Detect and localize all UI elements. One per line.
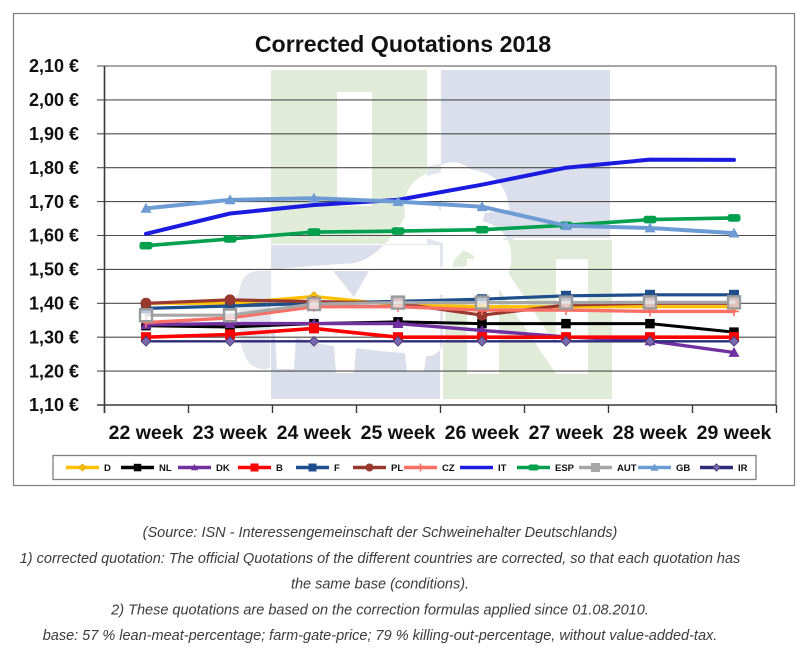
svg-text:AUT: AUT xyxy=(617,463,637,474)
svg-text:23 week: 23 week xyxy=(193,422,268,444)
svg-text:DK: DK xyxy=(216,463,230,474)
svg-text:1,70 €: 1,70 € xyxy=(29,192,79,212)
svg-text:1,40 €: 1,40 € xyxy=(29,294,79,314)
svg-text:28 week: 28 week xyxy=(613,422,688,444)
svg-text:22 week: 22 week xyxy=(109,422,184,444)
svg-text:2,00 €: 2,00 € xyxy=(29,90,79,110)
svg-text:F: F xyxy=(334,463,340,474)
svg-text:1,10 €: 1,10 € xyxy=(29,395,79,415)
svg-text:24 week: 24 week xyxy=(277,422,352,444)
svg-text:D: D xyxy=(104,463,111,474)
svg-text:1) corrected quotation: The of: 1) corrected quotation: The official Quo… xyxy=(20,551,741,567)
svg-text:1,80 €: 1,80 € xyxy=(29,158,79,178)
svg-text:IT: IT xyxy=(498,463,507,474)
svg-text:Corrected Quotations 2018: Corrected Quotations 2018 xyxy=(255,31,551,57)
svg-text:GB: GB xyxy=(676,463,690,474)
svg-text:(Source: ISN - Interessengemei: (Source: ISN - Interessengemeinschaft de… xyxy=(143,525,618,541)
svg-text:PL: PL xyxy=(391,463,403,474)
svg-text:ESP: ESP xyxy=(555,463,575,474)
svg-text:1,30 €: 1,30 € xyxy=(29,327,79,347)
svg-text:NL: NL xyxy=(159,463,172,474)
svg-text:2) These quotations are based: 2) These quotations are based on the cor… xyxy=(110,603,649,619)
svg-text:29 week: 29 week xyxy=(697,422,772,444)
svg-text:2,10 €: 2,10 € xyxy=(29,56,79,76)
svg-text:27 week: 27 week xyxy=(529,422,604,444)
svg-text:1,20 €: 1,20 € xyxy=(29,361,79,381)
svg-text:26 week: 26 week xyxy=(445,422,520,444)
svg-text:the same base (conditions).: the same base (conditions). xyxy=(291,577,469,593)
svg-text:1,50 €: 1,50 € xyxy=(29,260,79,280)
svg-text:B: B xyxy=(276,463,283,474)
svg-text:1,60 €: 1,60 € xyxy=(29,226,79,246)
svg-text:CZ: CZ xyxy=(442,463,455,474)
svg-text:base: 57 % lean-meat-percentag: base: 57 % lean-meat-percentage; farm-ga… xyxy=(43,628,718,644)
svg-text:IR: IR xyxy=(738,463,748,474)
svg-text:25 week: 25 week xyxy=(361,422,436,444)
svg-text:S: S xyxy=(401,142,510,325)
svg-text:1,90 €: 1,90 € xyxy=(29,124,79,144)
